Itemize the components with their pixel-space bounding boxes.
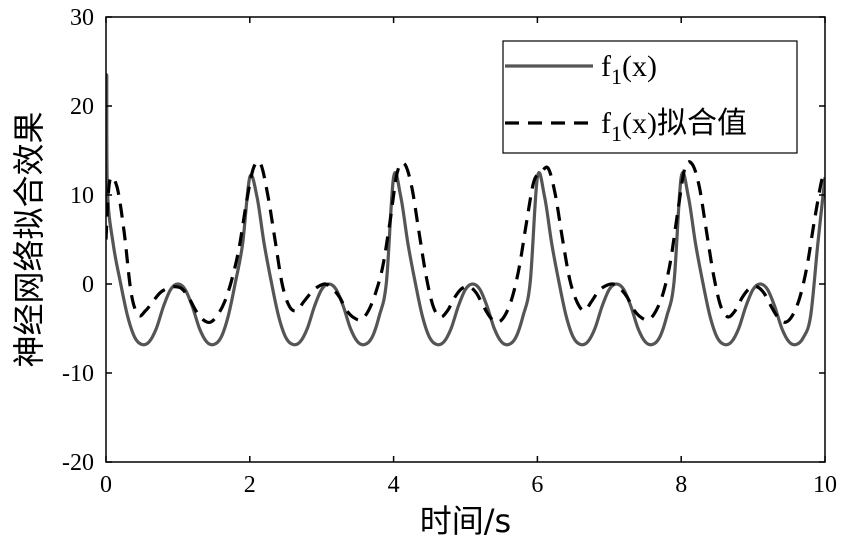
y-tick-label: 10 <box>70 183 94 209</box>
y-tick-label: 20 <box>70 94 94 120</box>
x-tick-label: 8 <box>675 472 687 498</box>
x-tick-label: 2 <box>244 472 256 498</box>
y-tick-label: -20 <box>62 450 94 476</box>
x-tick-label: 4 <box>388 472 400 498</box>
x-tick-label: 10 <box>813 472 837 498</box>
series-layer <box>106 73 825 347</box>
legend-label-2: f1(x)拟合值 <box>601 107 747 146</box>
x-axis-title: 时间/s <box>420 502 511 540</box>
x-tick-label: 0 <box>100 472 112 498</box>
plot-frame <box>105 16 826 463</box>
y-tick-label: 0 <box>82 272 94 298</box>
legend-label-1: f1(x) <box>601 50 657 89</box>
series-line-1 <box>106 73 825 347</box>
axes-layer: 0 2 4 6 8 10 -20 -10 0 10 20 30 <box>62 5 837 498</box>
legend-box <box>502 40 798 154</box>
legend: f1(x) f1(x)拟合值 <box>502 40 798 154</box>
y-axis-title: 神经网络拟合效果 <box>10 111 48 367</box>
y-tick-label: 30 <box>70 5 94 31</box>
series-line-2 <box>106 159 825 325</box>
x-tick-label: 6 <box>531 472 543 498</box>
y-tick-label: -10 <box>62 361 94 387</box>
